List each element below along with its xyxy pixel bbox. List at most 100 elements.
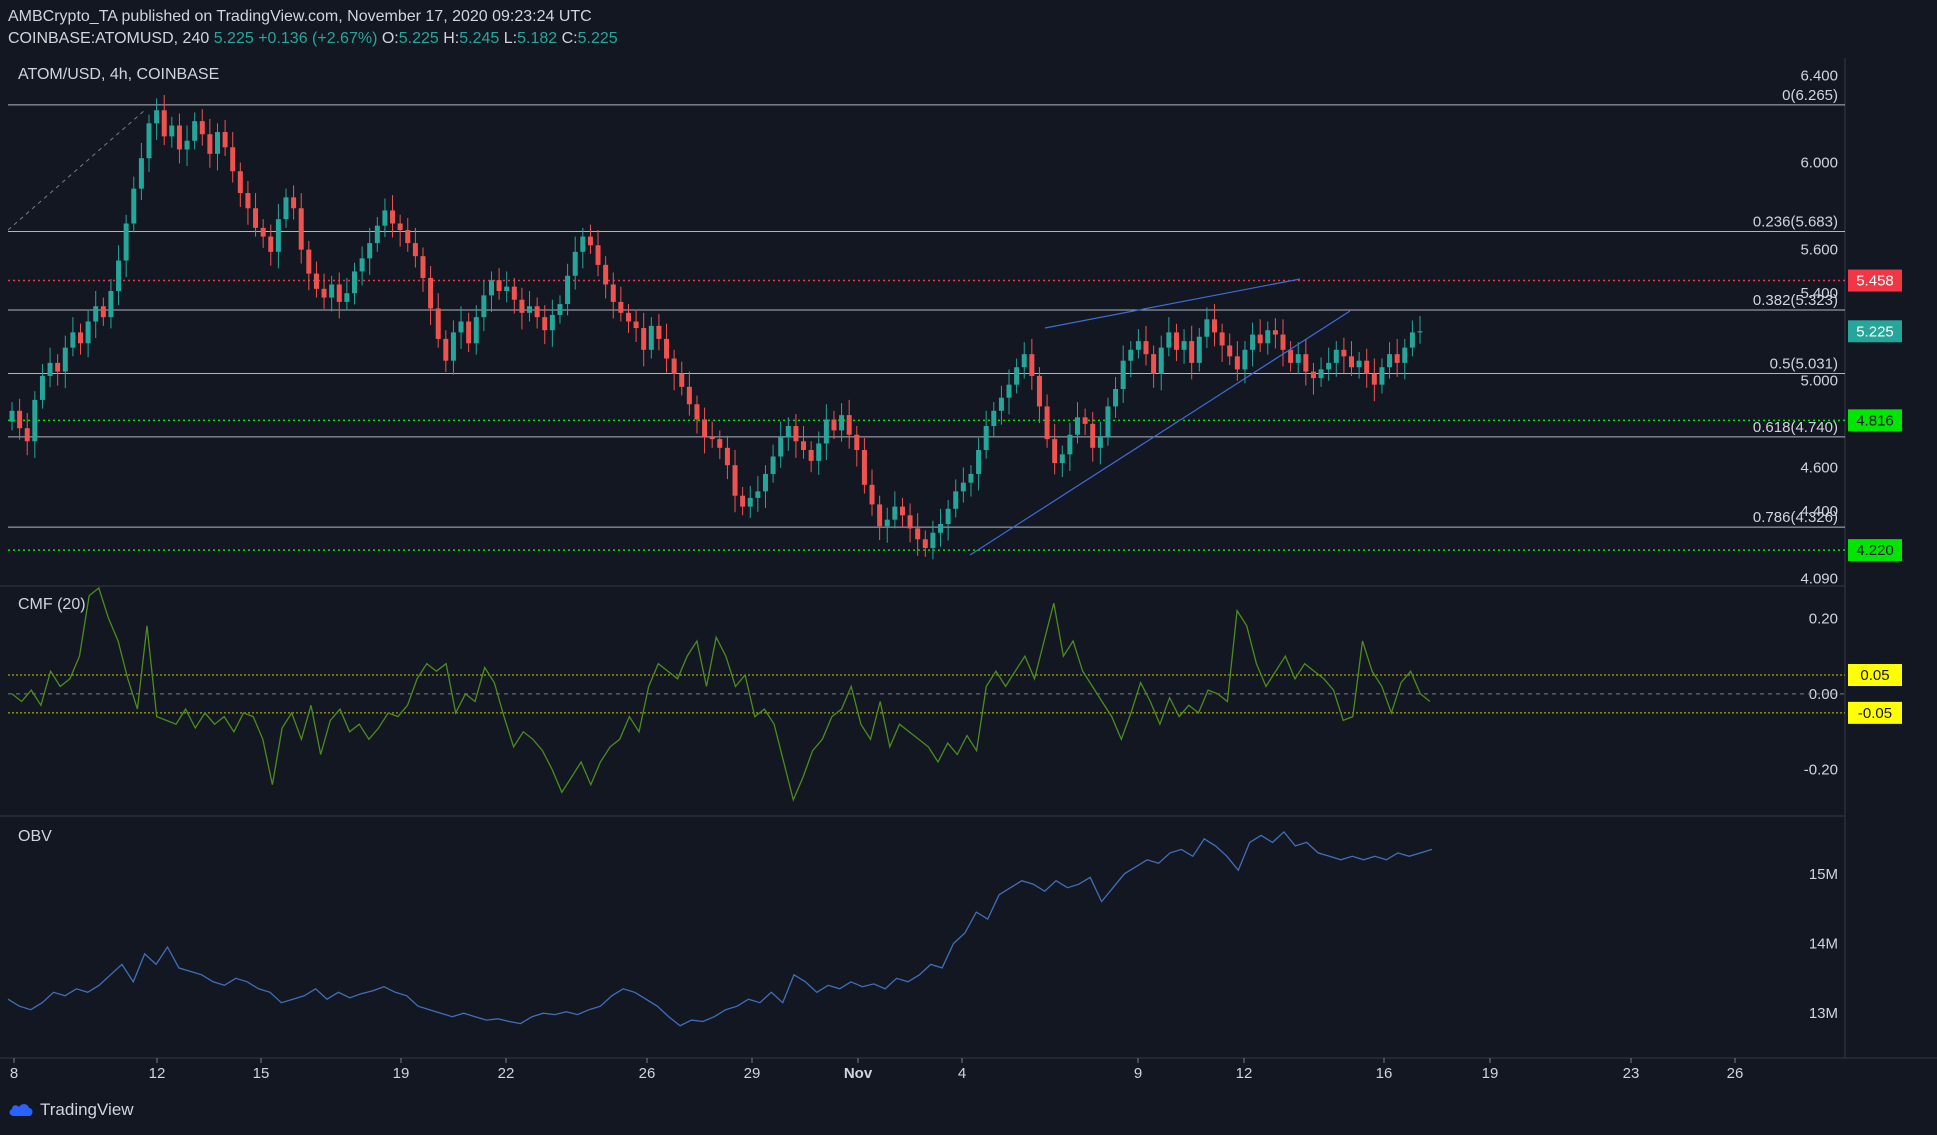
candle-body: [245, 193, 251, 209]
price-tick-label: 4.600: [1800, 459, 1838, 476]
candle-body: [938, 524, 944, 533]
candle-body: [633, 321, 639, 329]
candle-body: [450, 332, 456, 361]
level-label: 5.458: [1856, 273, 1894, 290]
price-tick-label: 5.600: [1800, 242, 1838, 259]
candle-body: [625, 312, 631, 322]
candle-body: [1364, 360, 1370, 374]
time-tick-label: 4: [958, 1065, 966, 1082]
candle-body: [542, 317, 548, 331]
candle-body: [869, 484, 875, 505]
chart-header: AMBCrypto_TA published on TradingView.co…: [8, 6, 618, 50]
current-price-box: [1848, 320, 1902, 343]
candle-body: [991, 410, 997, 427]
candle-body: [595, 245, 601, 265]
candle-body: [138, 158, 144, 189]
candle-body: [146, 123, 152, 159]
level-label: 4.816: [1856, 412, 1894, 429]
candle-body: [123, 223, 129, 261]
cmf-level-box: [1848, 701, 1902, 724]
candle-body: [1227, 345, 1233, 357]
candle-body: [397, 223, 403, 231]
candle-body: [603, 264, 609, 285]
candle-body: [778, 436, 784, 457]
candle-body: [108, 291, 114, 318]
price-tick-label: 5.000: [1800, 372, 1838, 389]
cmf-level-box: [1848, 664, 1902, 687]
candle-body: [1303, 354, 1309, 372]
candle-body: [17, 410, 23, 429]
publish-info: AMBCrypto_TA published on TradingView.co…: [8, 8, 592, 25]
candle-body: [199, 121, 205, 135]
candle-body: [1257, 334, 1263, 344]
candle-body: [154, 110, 160, 124]
candle-body: [747, 497, 753, 507]
high-value: 5.245: [459, 30, 500, 47]
candle-body: [1075, 417, 1081, 435]
candle-body: [77, 332, 83, 344]
candle-body: [549, 314, 555, 331]
candle-body: [534, 306, 540, 318]
level-label-box: [1848, 269, 1902, 292]
candle-body: [405, 230, 411, 244]
fib-level-label: 0.5(5.031): [1770, 356, 1838, 373]
time-tick-label: 16: [1376, 1065, 1393, 1082]
level-label: 4.220: [1856, 542, 1894, 559]
candle-body: [374, 225, 380, 244]
tradingview-brand: TradingView: [40, 1100, 134, 1119]
candle-body: [785, 426, 791, 437]
candle-body: [1052, 439, 1058, 464]
candle-body: [846, 415, 852, 435]
candle-body: [1059, 454, 1065, 464]
candle-body: [1234, 356, 1240, 370]
candle-body: [336, 284, 342, 302]
time-tick-label: 15: [253, 1065, 270, 1082]
candle-body: [1006, 384, 1012, 398]
candle-body: [488, 280, 494, 296]
cmf-tick-label: -0.20: [1804, 762, 1838, 779]
candle-body: [1295, 354, 1301, 363]
candle-body: [1349, 356, 1355, 368]
candle-body: [877, 504, 883, 527]
price-tick-label: 6.000: [1800, 155, 1838, 172]
obv-series-line: [7, 830, 1433, 1027]
candle-body: [275, 219, 281, 252]
price-tick-label: 4.090: [1800, 570, 1838, 587]
high-label: H:: [443, 30, 460, 47]
candle-body: [1128, 349, 1134, 361]
candle-body: [100, 306, 106, 318]
obv-tick-label: 13M: [1809, 1005, 1838, 1022]
trend-line-dashed: [7, 109, 146, 231]
candle-body: [420, 256, 426, 278]
candle-body: [755, 491, 761, 498]
candle-body: [1120, 360, 1126, 390]
candle-body: [207, 134, 213, 154]
candle-body: [39, 375, 45, 400]
price-tick-label: 5.400: [1800, 285, 1838, 302]
candle-body: [253, 208, 259, 228]
candle-body: [1067, 434, 1073, 455]
tradingview-cloud-icon: [9, 1104, 33, 1116]
symbol: COINBASE:ATOMUSD, 240: [8, 30, 210, 47]
candle-body: [892, 506, 898, 520]
candle-body: [344, 293, 350, 302]
wedge-upper-line: [1044, 278, 1301, 329]
candle-body: [702, 419, 708, 437]
obv-pane-title: OBV: [18, 828, 52, 845]
candle-body: [1036, 375, 1042, 407]
candle-body: [770, 456, 776, 474]
candle-body: [321, 288, 327, 298]
candle-body: [907, 515, 913, 529]
candle-body: [945, 508, 951, 525]
candle-body: [1044, 406, 1050, 440]
cmf-level-label: 0.05: [1860, 667, 1889, 684]
tradingview-logo[interactable]: TradingView: [8, 1100, 134, 1120]
open-value: 5.225: [398, 30, 439, 47]
candle-body: [412, 243, 418, 257]
candle-body: [443, 338, 449, 361]
candle-body: [1204, 319, 1210, 337]
candle-body: [32, 399, 38, 442]
candle-body: [527, 306, 533, 313]
candle-body: [1417, 331, 1423, 333]
